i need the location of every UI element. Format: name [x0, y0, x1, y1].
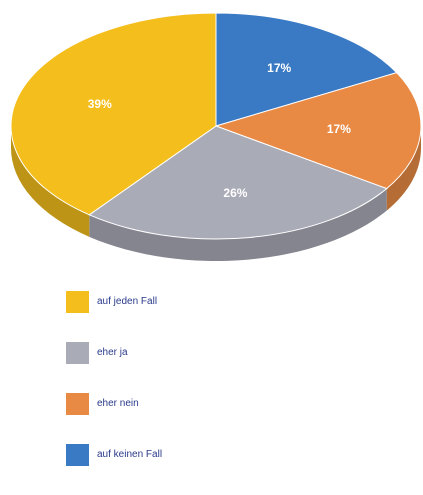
pie-labels: 17% 17% 26% 39% — [88, 61, 351, 200]
legend-item-auf-keinen-fall: auf keinen Fall — [66, 444, 286, 466]
pie-slice-0 — [10, 12, 217, 216]
legend-label: eher ja — [97, 347, 128, 358]
legend-label: auf keinen Fall — [97, 449, 163, 460]
pie-slice-1 — [88, 125, 388, 240]
legend-swatch — [66, 444, 89, 466]
pie-side-2 — [386, 126, 421, 211]
pie-side-1 — [89, 188, 387, 262]
pie-label-1: 26% — [223, 186, 247, 200]
legend-item-eher-ja: eher ja — [66, 342, 286, 364]
pie-label-2: 17% — [327, 122, 351, 136]
legend-item-auf-jeden-fall: auf jeden Fall — [66, 291, 286, 313]
pie-slice-3 — [215, 12, 398, 127]
pie-slice-2 — [214, 72, 422, 190]
legend: auf jeden Fall eher ja eher nein auf kei… — [66, 291, 286, 495]
pie-slices — [10, 12, 422, 240]
pie-sides — [11, 126, 421, 262]
pie-chart: 17% 17% 26% 39% — [10, 12, 422, 262]
legend-item-eher-nein: eher nein — [66, 393, 286, 415]
pie-label-0: 39% — [88, 97, 112, 111]
legend-label: auf jeden Fall — [97, 296, 158, 307]
pie-side-0 — [11, 126, 90, 237]
legend-swatch — [66, 291, 89, 313]
pie-label-3: 17% — [267, 61, 291, 75]
legend-swatch — [66, 393, 89, 415]
legend-swatch — [66, 342, 89, 364]
legend-label: eher nein — [97, 398, 139, 409]
